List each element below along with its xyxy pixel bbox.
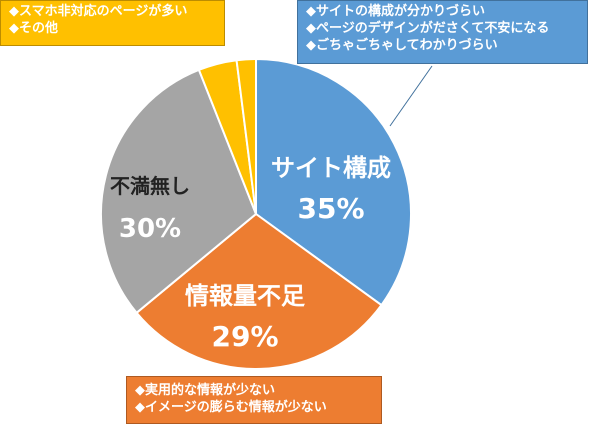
callout-yellow-line-1: ◆スマホ非対応のページが多い (9, 4, 188, 19)
callout-yellow: ◆スマホ非対応のページが多い ◆その他 (0, 0, 225, 46)
slice-value-2: 30% (119, 214, 181, 244)
callout-orange: ◆実用的な情報が少ない ◆イメージの膨らむ情報が少ない (126, 376, 382, 424)
callout-yellow-line-2: ◆その他 (9, 21, 58, 36)
callout-blue-line-2: ◆ページのデザインがださくて不安になる (306, 21, 550, 36)
slice-value-0: 35% (297, 192, 364, 225)
callout-orange-line-2: ◆イメージの膨らむ情報が少ない (135, 400, 327, 415)
pie-slice-4 (235, 57, 257, 215)
callout-orange-line-1: ◆実用的な情報が少ない (135, 383, 275, 398)
leader-line-blue (389, 65, 433, 127)
callout-blue-line-1: ◆サイトの構成が分かりづらい (306, 4, 485, 19)
slice-value-1: 29% (211, 320, 278, 353)
pie-slice-2 (100, 68, 258, 315)
callout-blue: ◆サイトの構成が分かりづらい ◆ページのデザインがださくて不安になる ◆ごちゃご… (297, 0, 588, 64)
slice-label-0: サイト構成 (271, 154, 391, 182)
slice-label-2: 不満無し (110, 174, 190, 198)
slice-label-1: 情報量不足 (185, 282, 305, 310)
pie-slice-0 (255, 57, 412, 307)
pie-slice-1 (135, 212, 383, 370)
callout-blue-line-3: ◆ごちゃごちゃしてわかりづらい (306, 38, 498, 53)
